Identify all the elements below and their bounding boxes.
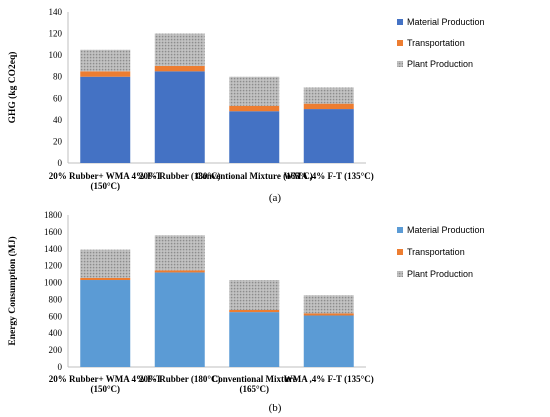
- y-tick-label: 120: [49, 29, 63, 39]
- y-tick-label: 1800: [44, 210, 63, 220]
- legend-label: Transportation: [407, 38, 465, 48]
- y-tick-label: 600: [49, 311, 63, 321]
- x-category-label: WMA ,4% F-T (135°C): [284, 171, 374, 181]
- legend-swatch: [397, 61, 403, 67]
- legend-swatch: [397, 19, 403, 25]
- y-tick-label: 0: [58, 362, 63, 372]
- legend-label: Transportation: [407, 247, 465, 257]
- x-category-label: Conventional Mixture (165°C): [196, 171, 313, 181]
- x-category-label: 20% Rubber (180°C): [139, 374, 220, 384]
- legend-label: Material Production: [407, 17, 485, 27]
- bar-segment-plant-production: [303, 295, 354, 314]
- bar-segment-transportation: [303, 103, 354, 110]
- bar-segment-material-production: [80, 280, 131, 367]
- y-tick-label: 1400: [44, 244, 63, 254]
- bar-segment-material-production: [303, 109, 354, 163]
- x-category-label: 20% Rubber+ WMA 4% F-T: [49, 171, 162, 181]
- bar-segment-material-production: [229, 111, 280, 163]
- x-category-label: Conventional Mixture: [212, 374, 297, 384]
- x-category-label: (150°C): [90, 181, 120, 191]
- bar-segment-plant-production: [229, 76, 280, 106]
- legend-label: Plant Production: [407, 59, 473, 69]
- bar-segment-transportation: [80, 71, 131, 77]
- x-category-label: 20% Rubber (180°C): [139, 171, 220, 181]
- y-axis-title: GHG (kg CO2eq): [7, 52, 18, 124]
- bar-segment-material-production: [154, 272, 205, 367]
- y-tick-label: 100: [49, 50, 63, 60]
- bar-segment-material-production: [154, 71, 205, 163]
- x-category-label: (165°C): [239, 384, 269, 394]
- bar-segment-plant-production: [303, 87, 354, 104]
- y-tick-label: 800: [49, 294, 63, 304]
- legend-label: Plant Production: [407, 269, 473, 279]
- bar-segment-plant-production: [80, 249, 131, 278]
- y-tick-label: 1200: [44, 261, 63, 271]
- bar-segment-transportation: [154, 270, 205, 273]
- y-tick-label: 200: [49, 345, 63, 355]
- legend-label: Material Production: [407, 225, 485, 235]
- bar-segment-material-production: [229, 312, 280, 367]
- bar-segment-plant-production: [229, 280, 280, 310]
- x-category-label: WMA ,4% F-T (135°C): [284, 374, 374, 384]
- bar-segment-transportation: [154, 65, 205, 72]
- chart-ghg: 0 20 40 60 80 100 120 140 GHG (kg CO2eq) 20% Rubb…: [7, 7, 485, 204]
- legend-swatch: [397, 271, 403, 277]
- bar-segment-plant-production: [154, 33, 205, 66]
- y-tick-label: 0: [58, 158, 63, 168]
- bar-segment-transportation: [303, 313, 354, 316]
- x-category-label: 20% Rubber+ WMA 4% F-T: [49, 374, 162, 384]
- legend-swatch: [397, 40, 403, 46]
- bar-segment-transportation: [229, 310, 280, 313]
- bar-segment-plant-production: [154, 235, 205, 271]
- y-tick-label: 60: [53, 93, 63, 103]
- bar-segment-material-production: [80, 76, 131, 163]
- y-tick-label: 400: [49, 328, 63, 338]
- bar-segment-transportation: [80, 277, 131, 281]
- y-tick-label: 80: [53, 72, 63, 82]
- legend-swatch: [397, 227, 403, 233]
- bar-segment-plant-production: [80, 49, 131, 72]
- bar-segment-material-production: [303, 315, 354, 367]
- y-tick-label: 1600: [44, 227, 63, 237]
- legend-swatch: [397, 249, 403, 255]
- y-tick-label: 20: [53, 136, 63, 146]
- x-category-label: (150°C): [90, 384, 120, 394]
- chart-energy: 0 200 400 600 800 1000 1200 1400 1600 1800 Energy …: [7, 210, 485, 414]
- y-tick-label: 140: [49, 7, 63, 17]
- y-tick-label: 40: [53, 115, 63, 125]
- bar-segment-transportation: [229, 105, 280, 112]
- panel-label: (b): [269, 402, 282, 414]
- y-tick-label: 1000: [44, 278, 63, 288]
- y-axis-title: Energy Consumption (MJ): [7, 236, 18, 345]
- panel-label: (a): [269, 192, 282, 204]
